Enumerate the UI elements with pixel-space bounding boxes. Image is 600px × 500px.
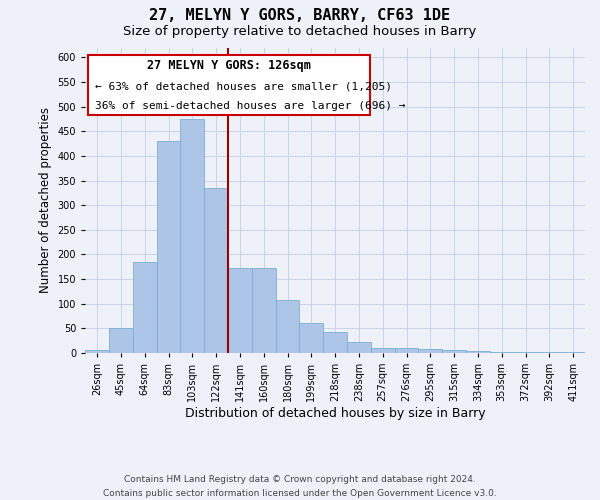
- Text: ← 63% of detached houses are smaller (1,205): ← 63% of detached houses are smaller (1,…: [95, 81, 392, 91]
- Bar: [275, 300, 299, 353]
- Text: Contains HM Land Registry data © Crown copyright and database right 2024.
Contai: Contains HM Land Registry data © Crown c…: [103, 476, 497, 498]
- Bar: [181, 119, 204, 353]
- Text: Size of property relative to detached houses in Barry: Size of property relative to detached ho…: [124, 25, 476, 38]
- Bar: [204, 188, 228, 353]
- Text: 27, MELYN Y GORS, BARRY, CF63 1DE: 27, MELYN Y GORS, BARRY, CF63 1DE: [149, 8, 451, 22]
- Text: 36% of semi-detached houses are larger (696) →: 36% of semi-detached houses are larger (…: [95, 101, 406, 111]
- Bar: [252, 268, 275, 353]
- Bar: [418, 350, 442, 353]
- Bar: [395, 348, 418, 353]
- Bar: [228, 268, 252, 353]
- Text: 27 MELYN Y GORS: 126sqm: 27 MELYN Y GORS: 126sqm: [147, 60, 311, 72]
- Bar: [466, 352, 490, 353]
- Bar: [371, 348, 395, 353]
- Bar: [299, 324, 323, 353]
- Bar: [85, 350, 109, 353]
- Bar: [323, 332, 347, 353]
- Bar: [490, 352, 514, 353]
- FancyBboxPatch shape: [88, 55, 370, 114]
- X-axis label: Distribution of detached houses by size in Barry: Distribution of detached houses by size …: [185, 407, 485, 420]
- Bar: [109, 328, 133, 353]
- Bar: [133, 262, 157, 353]
- Y-axis label: Number of detached properties: Number of detached properties: [39, 107, 52, 293]
- Bar: [442, 350, 466, 353]
- Bar: [347, 342, 371, 353]
- Bar: [157, 141, 181, 353]
